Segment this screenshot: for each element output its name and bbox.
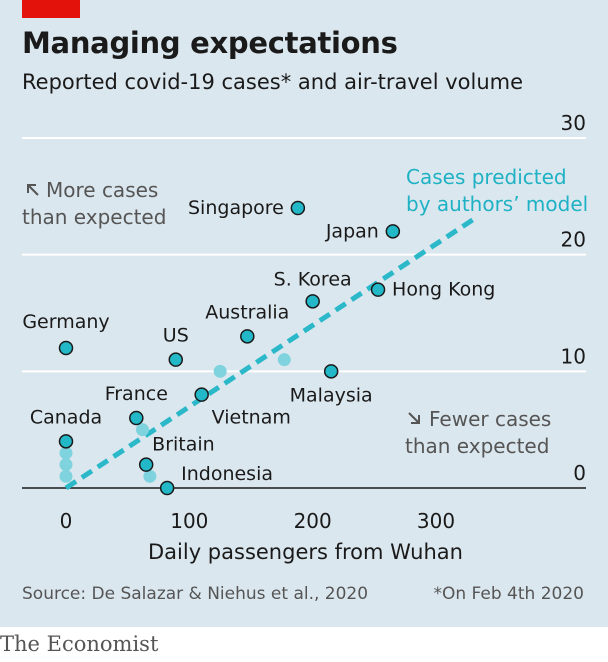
x-axis-label: Daily passengers from Wuhan bbox=[148, 540, 463, 564]
lower-right-annotation-line-1: Fewer cases bbox=[429, 407, 551, 431]
label-us: US bbox=[163, 325, 189, 347]
point-germany bbox=[58, 340, 74, 356]
arrow-down-right-icon bbox=[408, 412, 420, 424]
label-hong-kong: Hong Kong bbox=[392, 279, 495, 301]
brand-red-tag bbox=[22, 0, 80, 18]
label-s-korea: S. Korea bbox=[274, 268, 352, 290]
label-britain: Britain bbox=[152, 434, 215, 456]
unlabelled-point bbox=[59, 469, 73, 483]
point-vietnam bbox=[194, 387, 209, 402]
upper-left-annotation-line-2: than expected bbox=[22, 205, 166, 229]
upper-left-annotation-line-1: More cases bbox=[46, 178, 158, 202]
y-tick-label-10: 10 bbox=[561, 344, 586, 368]
unlabelled-point bbox=[277, 353, 291, 367]
model-line-label-1: Cases predicted bbox=[406, 165, 567, 189]
label-france: France bbox=[105, 383, 168, 405]
point-labels: Singapore Japan Hong Kong S. Korea Australia… bbox=[22, 197, 495, 485]
point-hong-kong bbox=[370, 282, 386, 297]
unlabelled-point bbox=[59, 458, 73, 472]
footnote: *On Feb 4th 2020 bbox=[433, 584, 585, 604]
point-canada bbox=[58, 434, 74, 449]
chart-panel bbox=[0, 0, 608, 627]
label-japan: Japan bbox=[325, 220, 379, 242]
point-australia bbox=[240, 329, 255, 344]
label-singapore: Singapore bbox=[188, 197, 284, 219]
point-singapore bbox=[290, 200, 306, 216]
chart-subtitle: Reported covid-19 cases* and air-travel … bbox=[22, 70, 524, 94]
x-tick-label-300: 300 bbox=[417, 509, 455, 533]
chart-title: Managing expectations bbox=[22, 26, 398, 60]
label-australia: Australia bbox=[205, 301, 289, 323]
lower-right-annotation-line-2: than expected bbox=[405, 434, 549, 458]
lower-right-annotation: Fewer cases than expected bbox=[405, 407, 551, 458]
unlabelled-point bbox=[135, 423, 149, 437]
point-japan bbox=[385, 224, 401, 239]
label-canada: Canada bbox=[30, 406, 102, 428]
y-tick-labels: 0 10 20 30 bbox=[561, 111, 586, 485]
economist-logo: The Economist bbox=[0, 632, 159, 656]
model-prediction-line bbox=[64, 217, 475, 491]
point-britain bbox=[138, 457, 154, 472]
model-line-label-2: by authors’ model bbox=[406, 192, 588, 216]
label-indonesia: Indonesia bbox=[181, 463, 273, 485]
grid-lines bbox=[22, 137, 586, 489]
data-points bbox=[58, 200, 401, 496]
y-tick-label-0: 0 bbox=[573, 461, 586, 485]
y-tick-label-30: 30 bbox=[561, 111, 586, 135]
x-tick-label-100: 100 bbox=[170, 509, 208, 533]
x-tick-label-0: 0 bbox=[60, 509, 73, 533]
label-germany: Germany bbox=[22, 311, 109, 333]
point-malaysia bbox=[323, 364, 339, 379]
point-s-korea bbox=[305, 294, 320, 309]
label-malaysia: Malaysia bbox=[290, 384, 373, 406]
unlabelled-point bbox=[213, 364, 227, 378]
unlabelled-point bbox=[143, 469, 157, 483]
label-vietnam: Vietnam bbox=[212, 407, 291, 429]
point-indonesia bbox=[159, 480, 175, 496]
upper-left-annotation: More cases than expected bbox=[22, 178, 166, 229]
y-tick-label-20: 20 bbox=[561, 228, 586, 252]
arrow-up-left-icon bbox=[27, 184, 39, 196]
source-note: Source: De Salazar & Niehus et al., 2020 bbox=[22, 584, 369, 604]
point-france bbox=[129, 410, 144, 426]
point-us bbox=[168, 352, 184, 367]
unlabelled-point bbox=[59, 446, 73, 460]
x-tick-label-200: 200 bbox=[294, 509, 332, 533]
x-tick-labels: 0 100 200 300 bbox=[60, 509, 455, 533]
scatter-chart: 0 10 20 30 0 100 200 300 Singapore Japan Hong Ko… bbox=[22, 111, 588, 533]
